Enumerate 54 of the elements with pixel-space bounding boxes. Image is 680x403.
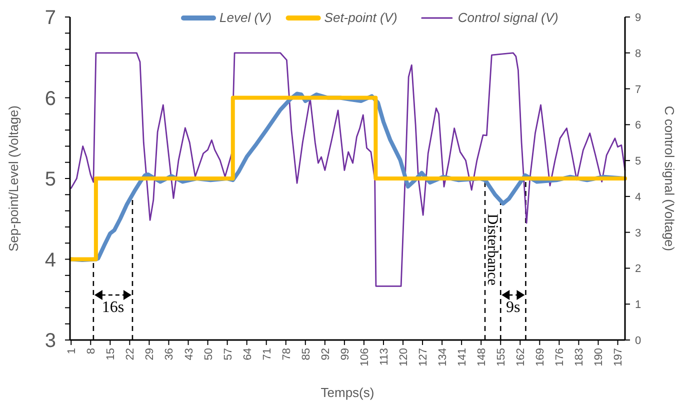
annotation: 16s bbox=[102, 299, 124, 316]
x-tick-label: 57 bbox=[222, 348, 234, 360]
x-tick-label: 120 bbox=[398, 348, 410, 366]
x-tick-label: 78 bbox=[280, 348, 293, 360]
x-tick-label: 85 bbox=[300, 348, 312, 360]
x-tick-label: 176 bbox=[554, 348, 566, 366]
x-tick-label: 36 bbox=[164, 348, 176, 360]
x-tick-label: 183 bbox=[574, 348, 586, 366]
x-tick-label: 141 bbox=[456, 348, 469, 366]
legend-label: Control signal (V) bbox=[458, 10, 558, 25]
annotation: 9s bbox=[506, 299, 520, 316]
x-axis-title: Temps(s) bbox=[320, 385, 374, 400]
x-tick-label: 134 bbox=[437, 348, 450, 366]
y2-tick-label: 1 bbox=[635, 299, 642, 312]
x-tick-label: 8 bbox=[86, 348, 98, 354]
x-tick-label: 29 bbox=[144, 348, 156, 360]
x-tick-label: 113 bbox=[378, 348, 390, 366]
annotation: Disterbance bbox=[484, 214, 500, 286]
x-tick-label: 99 bbox=[339, 348, 352, 360]
x-tick-label: 71 bbox=[261, 348, 274, 360]
y2-axis-title: C control signal (Voltage) bbox=[662, 106, 677, 252]
x-tick-label: 64 bbox=[242, 348, 254, 360]
x-tick-label: 1 bbox=[66, 348, 78, 354]
y2-tick-label: 7 bbox=[635, 84, 642, 96]
x-tick-label: 92 bbox=[320, 348, 332, 360]
x-tick-label: 22 bbox=[124, 348, 137, 360]
x-tick-label: 50 bbox=[202, 348, 215, 360]
legend-label: Level (V) bbox=[220, 10, 272, 25]
x-tick-label: 169 bbox=[534, 348, 547, 366]
y2-tick-label: 2 bbox=[635, 263, 642, 276]
x-tick-label: 155 bbox=[496, 348, 508, 366]
y2-tick-label: 9 bbox=[635, 12, 642, 24]
legend-label: Set-point (V) bbox=[324, 10, 398, 25]
y-tick-label: 3 bbox=[44, 330, 56, 352]
y2-tick-label: 3 bbox=[635, 227, 642, 240]
y-tick-label: 4 bbox=[44, 249, 56, 272]
y-tick-label: 5 bbox=[44, 168, 56, 190]
y-axis-title: Sep-point/Level (Voltage) bbox=[6, 106, 21, 252]
x-tick-label: 148 bbox=[476, 348, 488, 366]
y2-tick-label: 4 bbox=[635, 191, 642, 204]
y-tick-label: 6 bbox=[44, 88, 56, 110]
x-tick-label: 162 bbox=[515, 348, 528, 366]
y2-tick-label: 8 bbox=[635, 48, 642, 60]
y2-tick-label: 5 bbox=[635, 156, 642, 168]
y2-tick-label: 0 bbox=[635, 335, 642, 347]
x-tick-label: 43 bbox=[183, 348, 196, 360]
y2-tick-label: 6 bbox=[635, 120, 642, 132]
x-tick-label: 197 bbox=[612, 348, 625, 366]
x-tick-label: 127 bbox=[418, 348, 430, 366]
x-tick-label: 106 bbox=[358, 348, 371, 366]
line-series bbox=[70, 52, 626, 287]
x-tick-label: 15 bbox=[105, 348, 118, 360]
x-tick-label: 190 bbox=[593, 348, 606, 366]
y-tick-label: 7 bbox=[44, 7, 56, 29]
